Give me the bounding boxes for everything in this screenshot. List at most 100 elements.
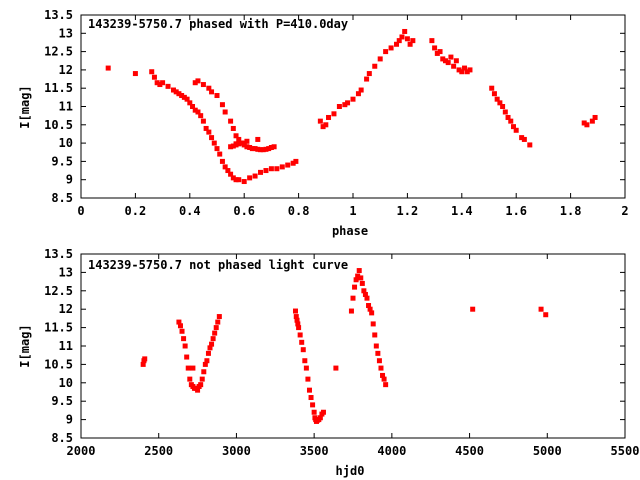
data-point [222,109,228,115]
data-point [132,71,138,77]
x-tick-label: 0.2 [125,204,147,218]
data-point [285,162,291,168]
data-point [376,358,382,364]
data-point [592,114,598,120]
y-tick-label: 10.5 [44,357,73,371]
data-point [293,314,299,320]
data-point [364,295,370,301]
data-points [105,28,598,185]
data-point [399,34,405,40]
data-point [214,93,220,99]
data-point [212,330,218,336]
data-point [383,49,389,55]
y-tick-label: 13 [59,265,73,279]
data-point [230,143,236,149]
data-point [228,171,234,177]
data-point [190,104,196,109]
data-point [538,306,544,312]
data-point [184,96,190,102]
data-point [151,74,157,80]
data-point [105,65,111,71]
data-point [373,343,379,349]
data-point [372,63,378,69]
x-tick-label: 1 [349,204,356,218]
x-tick-label: 0.4 [179,204,201,218]
data-point [179,328,185,334]
data-point [219,102,225,108]
y-tick-label: 13.5 [44,247,73,261]
x-tick-label: 4500 [455,444,484,458]
data-point [543,312,549,318]
x-tick-label: 0.8 [288,204,310,218]
data-point [249,146,255,152]
data-point [508,118,514,124]
data-point [464,69,470,75]
data-point [584,122,590,128]
data-point [233,133,239,139]
x-tick-label: 2 [621,204,628,218]
y-tick-label: 11.5 [44,321,73,335]
data-point [500,104,506,109]
data-point [209,89,215,95]
x-axis-label: phase [332,224,368,238]
data-point [263,146,269,152]
data-point [375,350,381,356]
y-tick-label: 9.5 [51,394,73,408]
x-tick-label: 1.4 [451,204,473,218]
unphased-light-curve-panel: 2000 2500 3000 3500 4000 4500 5000 5500 8.5 9 9.5 1… [18,247,639,478]
data-point [228,144,234,150]
data-point [302,358,308,364]
y-tick-label: 10 [59,376,73,390]
data-point [350,295,356,301]
data-point [241,179,247,185]
data-point [581,120,587,126]
data-point [279,164,285,170]
x-tick-label: 5500 [611,444,640,458]
data-point [177,323,183,329]
data-point [157,82,163,88]
data-point [204,358,210,364]
data-point [206,129,212,135]
data-point [290,160,296,166]
x-tick-label: 4000 [377,444,406,458]
y-tick-label: 8.5 [51,191,73,205]
data-point [181,336,187,342]
data-point [310,402,316,408]
data-point [176,91,182,97]
data-point [215,319,221,325]
data-point [377,56,383,62]
data-point [192,80,198,86]
data-point [303,365,309,371]
data-point [437,49,443,55]
data-point [323,122,329,128]
data-point [294,317,300,323]
data-point [271,144,277,150]
data-point [502,109,508,115]
data-point [203,125,209,131]
y-tick-label: 11 [59,100,73,114]
data-point [297,332,303,338]
data-point [225,168,231,174]
tick-group: 2000 2500 3000 3500 4000 4500 5000 5500 8.5 9 9.5 1… [44,247,639,458]
data-point [210,336,216,342]
data-point [247,144,253,150]
data-point [394,41,400,47]
data-point [296,325,302,331]
data-point [489,85,495,91]
data-point [396,38,402,44]
data-point [216,314,222,320]
data-point [209,341,215,347]
chart-title: 143239-5750.7 not phased light curve [88,258,348,272]
data-point [190,365,196,371]
data-point [241,140,247,146]
y-tick-label: 10 [59,136,73,150]
data-point [258,147,264,153]
data-point [462,65,468,71]
data-point [140,361,146,367]
data-point [217,151,223,157]
data-point [258,169,264,175]
data-point [228,118,234,124]
data-point [402,28,408,34]
x-tick-label: 1.2 [397,204,419,218]
